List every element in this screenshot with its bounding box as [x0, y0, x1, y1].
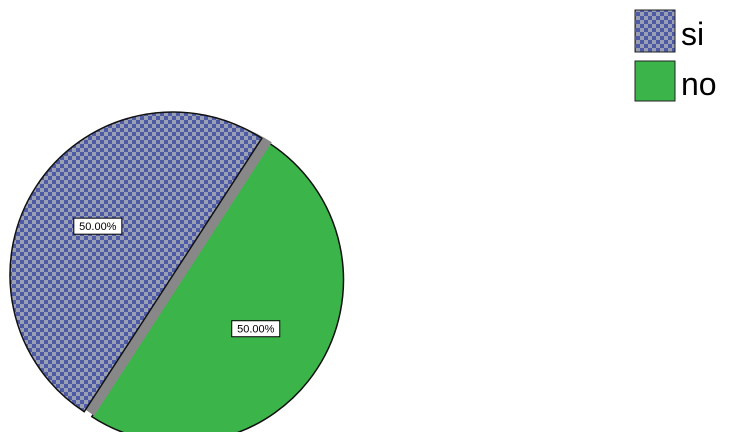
pie-slice-path-si	[9, 111, 263, 413]
legend: si no	[634, 9, 717, 102]
pie-data-label-no: 50.00%	[237, 324, 275, 336]
pie-data-label-box-si	[73, 217, 123, 235]
legend-swatch-no	[634, 60, 676, 102]
pie-data-label-si: 50.00%	[79, 221, 117, 233]
pie-group: 50.00% 50.00%	[9, 111, 345, 432]
legend-swatch-si	[634, 9, 676, 53]
pie-data-label-box-no	[231, 320, 281, 338]
legend-label-si: si	[681, 16, 704, 52]
pie-slice-si: 50.00%	[9, 111, 272, 416]
pie-slice-no: 50.00%	[90, 142, 345, 432]
legend-label-no: no	[681, 66, 717, 102]
pie-slice-path-no	[90, 142, 345, 432]
